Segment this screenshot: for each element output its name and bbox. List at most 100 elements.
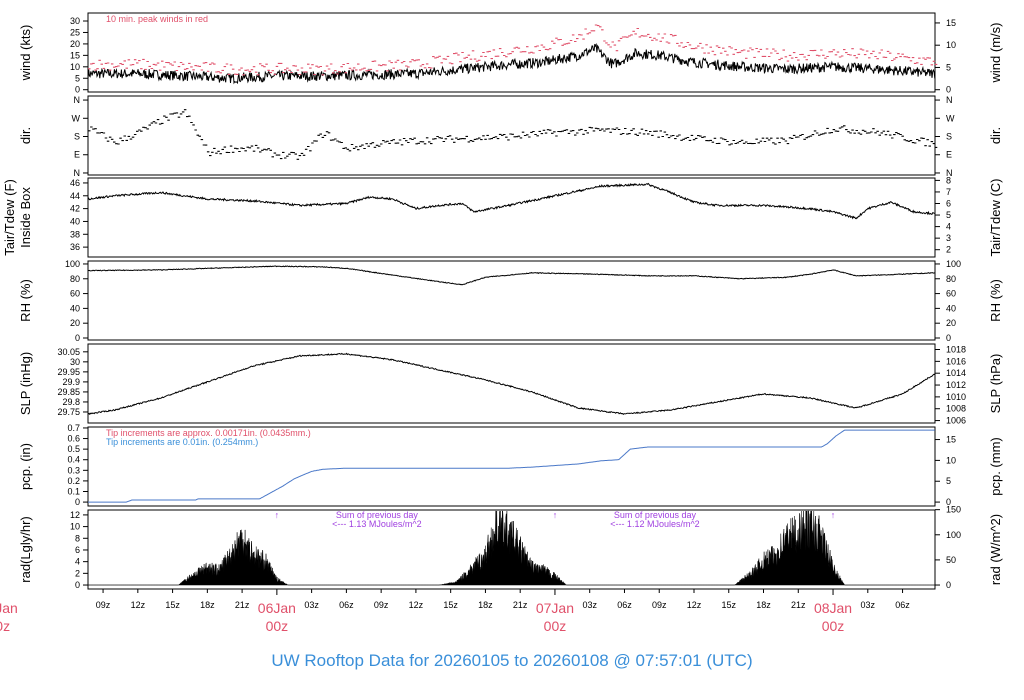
y-tick-label-rh: 80 xyxy=(70,274,80,284)
y-tick-label-rad: 12 xyxy=(70,510,80,520)
panel-frame-dir xyxy=(87,95,936,176)
x-tick-label: 06z xyxy=(895,600,910,610)
y-axis-label-right-temp: Tair/Tdew (C) xyxy=(988,178,1003,256)
day-hour-label: 00z xyxy=(266,618,289,634)
series-accumulated-precipitation xyxy=(88,429,935,503)
y-tick-label-right-rh: 0 xyxy=(946,333,951,343)
y-tick-label-slp: 29.85 xyxy=(57,387,80,397)
y-tick-label-right-rh: 100 xyxy=(946,259,961,269)
x-tick-label: 15z xyxy=(165,600,180,610)
y-tick-label-right-dir: W xyxy=(946,113,955,123)
y-tick-label-right-rh: 60 xyxy=(946,289,956,299)
y-tick-label-right-dir: N xyxy=(946,95,953,105)
y-tick-label-right-slp: 1010 xyxy=(946,392,966,402)
x-tick-label: 21z xyxy=(235,600,250,610)
y-tick-label-right-rh: 20 xyxy=(946,318,956,328)
y-tick-label-right-rad: 150 xyxy=(946,505,961,515)
y-tick-label-right-temp: 6 xyxy=(946,198,951,208)
y-tick-label-pcp: 0 xyxy=(75,497,80,507)
y-tick-label-right-rad: 50 xyxy=(946,555,956,565)
y-tick-label-pcp: 0.5 xyxy=(67,444,80,454)
y-tick-label-dir: N xyxy=(74,168,81,178)
day-label: 06Jan xyxy=(258,600,296,616)
y-axis-label-pcp: pcp. (in) xyxy=(18,443,33,490)
series-relative-humidity xyxy=(87,265,935,286)
chart-title: UW Rooftop Data for 20260105 to 20260108… xyxy=(271,651,752,670)
y-tick-label-right-dir: S xyxy=(946,132,952,142)
y-tick-label-slp: 30 xyxy=(70,357,80,367)
y-axis-label-wind: wind (kts) xyxy=(18,25,33,82)
y-tick-label-right-slp: 1006 xyxy=(946,416,966,426)
day-label: 05Jan xyxy=(0,600,18,616)
x-tick-label: 09z xyxy=(374,600,389,610)
day-sum-value: <--- 1.13 MJoules/m^2 xyxy=(332,519,422,529)
y-tick-label-right-dir: E xyxy=(946,150,952,160)
day-sum-text: Sum of previous day xyxy=(614,510,697,520)
y-tick-label-temp: 40 xyxy=(70,216,80,226)
series-air-temperature xyxy=(87,182,935,220)
day-hour-label: 00z xyxy=(822,618,845,634)
y-axis-label-right-slp: SLP (hPa) xyxy=(988,354,1003,414)
y-tick-label-right-pcp: 10 xyxy=(946,455,956,465)
y-tick-label-wind: 30 xyxy=(70,16,80,26)
x-tick-label: 21z xyxy=(791,600,806,610)
y-tick-label-right-slp: 1016 xyxy=(946,356,966,366)
series-10-min-peak-wind xyxy=(88,24,938,76)
x-tick-label: 21z xyxy=(513,600,528,610)
y-tick-label-pcp: 0.4 xyxy=(67,455,80,465)
y-tick-label-right-temp: 3 xyxy=(946,233,951,243)
y-tick-label-rad: 8 xyxy=(75,533,80,543)
pcp-note: Tip increments are approx. 0.00171in. (0… xyxy=(106,428,311,438)
y-axis-label-right-pcp: pcp. (mm) xyxy=(988,437,1003,496)
y-tick-label-rad: 4 xyxy=(75,557,80,567)
y-tick-label-slp: 30.05 xyxy=(57,347,80,357)
y-tick-label-rh: 100 xyxy=(65,259,80,269)
y-tick-label-pcp: 0.1 xyxy=(67,486,80,496)
y-tick-label-right-temp: 5 xyxy=(946,210,951,220)
y-tick-label-wind: 0 xyxy=(75,85,80,95)
day-label: 08Jan xyxy=(814,600,852,616)
y-axis-label-right-wind: wind (m/s) xyxy=(988,23,1003,84)
y-tick-label-right-temp: 2 xyxy=(946,245,951,255)
y-tick-label-rad: 6 xyxy=(75,545,80,555)
y-tick-label-temp: 44 xyxy=(70,191,80,201)
y-tick-label-right-rh: 40 xyxy=(946,303,956,313)
y-tick-label-dir: E xyxy=(74,150,80,160)
x-tick-label: 09z xyxy=(96,600,111,610)
x-tick-label: 06z xyxy=(339,600,354,610)
x-tick-label: 15z xyxy=(443,600,458,610)
x-tick-label: 18z xyxy=(756,600,771,610)
y-tick-label-rad: 2 xyxy=(75,568,80,578)
pcp-note: Tip increments are 0.01in. (0.254mm.) xyxy=(106,437,258,447)
x-tick-label: 12z xyxy=(687,600,702,610)
series-solar-radiation xyxy=(87,510,936,586)
panel-frame-pcp xyxy=(87,426,936,507)
x-tick-label: 12z xyxy=(131,600,146,610)
x-tick-label: 09z xyxy=(652,600,667,610)
y-tick-label-temp: 36 xyxy=(70,242,80,252)
x-tick-label: 18z xyxy=(200,600,215,610)
day-hour-label: 00z xyxy=(0,618,10,634)
y-tick-label-rad: 0 xyxy=(75,580,80,590)
y-tick-label-dir: S xyxy=(74,132,80,142)
x-tick-label: 15z xyxy=(721,600,736,610)
y-tick-label-dir: W xyxy=(72,113,81,123)
day-sum-text: Sum of previous day xyxy=(336,510,419,520)
y-axis-label2-temp: Inside Box xyxy=(18,187,33,248)
y-tick-label-rh: 0 xyxy=(75,333,80,343)
y-axis-label-rad: rad(Lgly/hr) xyxy=(18,516,33,582)
y-tick-label-slp: 29.95 xyxy=(57,367,80,377)
y-tick-label-slp: 29.9 xyxy=(62,377,80,387)
x-tick-label: 03z xyxy=(582,600,597,610)
y-tick-label-right-pcp: 0 xyxy=(946,497,951,507)
panel-frame-rh xyxy=(87,260,936,341)
day-sum-marker: ↑ xyxy=(831,510,836,520)
y-tick-label-right-temp: 7 xyxy=(946,187,951,197)
panel-frame-wind xyxy=(87,12,936,93)
y-tick-label-right-slp: 1008 xyxy=(946,404,966,414)
y-tick-label-temp: 46 xyxy=(70,178,80,188)
panel-frame-slp xyxy=(87,343,936,424)
y-tick-label-right-wind: 5 xyxy=(946,62,951,72)
y-tick-label-dir: N xyxy=(74,95,81,105)
y-tick-label-right-dir: N xyxy=(946,168,953,178)
